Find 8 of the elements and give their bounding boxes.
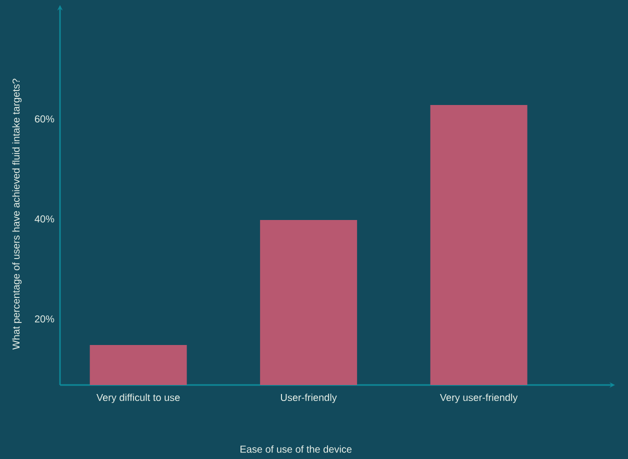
x-tick-label: Very difficult to use bbox=[96, 394, 180, 404]
y-axis-title: What percentage of users have achieved fluid intake targets? bbox=[12, 78, 22, 350]
y-tick-label: 60% bbox=[34, 115, 54, 122]
y-tick-label: 20% bbox=[34, 315, 54, 322]
x-axis-title: Ease of use of the device bbox=[240, 445, 352, 453]
x-tick-label: User-friendly bbox=[280, 394, 337, 404]
y-tick-label: 40% bbox=[34, 215, 54, 222]
x-tick-label: Very user-friendly bbox=[440, 394, 518, 404]
